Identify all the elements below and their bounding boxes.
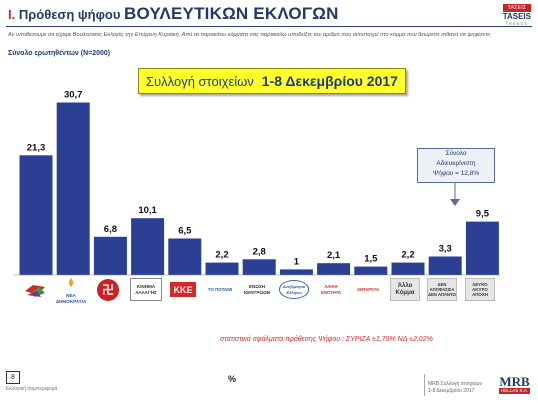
undecided-line-2: ΑΠΟΦΑΣΙΣΑ	[429, 286, 455, 292]
bar-0	[19, 155, 53, 275]
ek-logo: ΕΝΩΣΗ ΚΕΝΤΡΩΩΝ	[242, 278, 272, 301]
xa-meander-icon: 卍	[97, 278, 119, 301]
taseis-logo: ΤΑΣΕΙΣ TASEIS TRENDS	[502, 4, 531, 26]
undecided-callout: Σύνολο Αδιευκρίνιστη Ψήφου = 12,8%	[417, 148, 495, 183]
callout-line-1: Σύνολο	[445, 150, 467, 157]
mrb-word: MRB	[499, 374, 530, 389]
syriza-logo	[20, 278, 50, 301]
footer-source: MRB Συλλογή στοιχείων 1-8 Δεκεμβρίου 201…	[428, 381, 482, 395]
bar-value-label-3: 10,1	[138, 205, 157, 216]
anel-logo: Ανεξάρτητοι Έλληνες	[279, 278, 309, 301]
unit-label: %	[228, 374, 237, 384]
title-divider	[6, 26, 532, 27]
mrb-sub: HELLAS S.A.	[498, 388, 530, 394]
kke-logo-text: ΚΚΕ	[170, 282, 196, 297]
bar-3	[131, 218, 165, 275]
antarsya-logo: ΑΝΤΑΡΣΥΑ	[353, 278, 383, 301]
other-line-1: Άλλο	[397, 282, 413, 289]
mrb-logo: MRB HELLAS S.A.	[498, 374, 530, 394]
ek-line-1: ΕΝΩΣΗ	[248, 284, 266, 290]
bar-8	[317, 263, 351, 275]
sample-size: Σύνολο ερωτηθέντων (N=2000)	[8, 50, 111, 57]
bar-value-label-10: 2,2	[401, 250, 414, 261]
taseis-sub: TRENDS	[505, 21, 529, 26]
footer-source-line-2: 1-8 Δεκεμβρίου 2017	[428, 388, 475, 394]
nd-logo-text: ΝΕΑ ΔΗΜΟΚΡΑΤΙΑ	[55, 293, 87, 304]
footer-divider	[424, 374, 425, 396]
page-title: I. Πρόθεση ψήφου ΒΟΥΛΕΥΤΙΚΩΝ ΕΚΛΟΓΩΝ	[8, 4, 339, 24]
laiki-logo: ΛΑΙΚΗ ΕΝΟΤΗΤΑ	[316, 278, 346, 301]
blank-line-2: ΑΚΥΡΟ	[472, 286, 488, 292]
bar-value-label-1: 30,7	[64, 90, 83, 101]
taseis-badge: ΤΑΣΕΙΣ	[502, 4, 531, 12]
undecided-line-3: ΔΕΝ ΑΠΑΝΤΩ	[428, 292, 456, 298]
anel-logo-text: Ανεξάρτητοι Έλληνες	[279, 280, 309, 299]
undecided-label: ΔΕΝ ΑΠΟΦΑΣΙΣΑ ΔΕΝ ΑΠΑΝΤΩ	[427, 278, 457, 301]
bar-value-label-4: 6,5	[178, 226, 192, 237]
bar-value-label-11: 3,3	[439, 244, 452, 255]
taseis-word: TASEIS	[502, 12, 531, 21]
bar-4	[168, 238, 202, 275]
potami-logo: ΤΟ ΠΟΤΑΜΙ	[205, 278, 235, 301]
bar-value-label-6: 2,8	[253, 246, 266, 257]
blank-line-3: ΑΠΟΧΗ	[472, 292, 488, 298]
xa-logo: 卍	[93, 278, 123, 301]
bar-value-label-7: 1	[294, 256, 300, 267]
other-party-label: Άλλο Κόμμα	[390, 278, 420, 301]
bar-value-label-9: 1,5	[364, 254, 378, 265]
period-dates: 1-8 Δεκεμβρίου 2017	[261, 73, 398, 89]
collection-period-box: Συλλογή στοιχείων 1-8 Δεκεμβρίου 2017	[138, 68, 406, 94]
kinima-line-2: ΑΛΛΑΓΗΣ	[135, 289, 157, 295]
bar-value-label-8: 2,1	[327, 250, 341, 261]
title-prefix: Πρόθεση ψήφου	[18, 7, 121, 22]
undecided-line-1: ΔΕΝ	[437, 281, 447, 287]
nd-logo: ΝΕΑ ΔΗΜΟΚΡΑΤΙΑ	[55, 278, 87, 304]
title-main: ΒΟΥΛΕΥΤΙΚΩΝ ΕΚΛΟΓΩΝ	[124, 4, 339, 23]
kinima-line-1: ΚΙΝΗΜΑ	[136, 284, 156, 290]
other-line-2: Κόμμα	[395, 289, 415, 296]
callout-line-2: Αδιευκρίνιστη	[436, 160, 476, 167]
bar-12	[465, 221, 499, 275]
potami-logo-text: ΤΟ ΠΟΤΑΜΙ	[207, 286, 233, 292]
bar-value-label-2: 6,8	[104, 224, 117, 235]
kinima-logo: ΚΙΝΗΜΑ ΑΛΛΑΓΗΣ	[130, 278, 162, 301]
blank-line-1: ΛΕΥΚΟ	[472, 281, 488, 287]
page-number: 8	[6, 371, 20, 384]
period-label: Συλλογή στοιχείων	[146, 73, 254, 89]
footer-source-line-1: MRB Συλλογή στοιχείων	[428, 381, 482, 387]
bar-value-label-12: 9,5	[476, 209, 490, 220]
callout-line-3: Ψήφου = 12,8%	[432, 170, 480, 177]
bar-6	[242, 259, 276, 275]
margin-of-error-note: στατιστικά σφάλματα πρόθεσης Ψήφου : ΣΥΡ…	[220, 336, 433, 343]
syriza-flag-icon	[25, 284, 45, 297]
nd-torch-icon	[69, 278, 73, 288]
slide-number: I.	[8, 7, 16, 22]
bar-10	[391, 262, 425, 275]
footer-section-label: Εκλογική συμπεριφορά	[6, 386, 58, 392]
ek-line-2: ΚΕΝΤΡΩΩΝ	[243, 289, 271, 295]
laiki-logo-text: ΛΑΙΚΗ ΕΝΟΤΗΤΑ	[321, 284, 341, 295]
bar-5	[205, 262, 239, 275]
question-text: Αν υποθέσουμε ότι είχαμε Βουλευτικές Εκλ…	[8, 32, 492, 38]
bar-11	[428, 256, 462, 275]
bar-value-label-5: 2,2	[215, 250, 228, 261]
bar-value-label-0: 21,3	[27, 142, 46, 153]
bar-2	[93, 236, 127, 275]
bar-7	[279, 269, 313, 275]
antarsya-logo-text: ΑΝΤΑΡΣΥΑ	[356, 286, 380, 292]
kke-logo: ΚΚΕ	[168, 278, 198, 301]
blank-invalid-label: ΛΕΥΚΟ ΑΚΥΡΟ ΑΠΟΧΗ	[465, 278, 495, 301]
bar-1	[56, 102, 90, 275]
bar-9	[354, 266, 388, 275]
